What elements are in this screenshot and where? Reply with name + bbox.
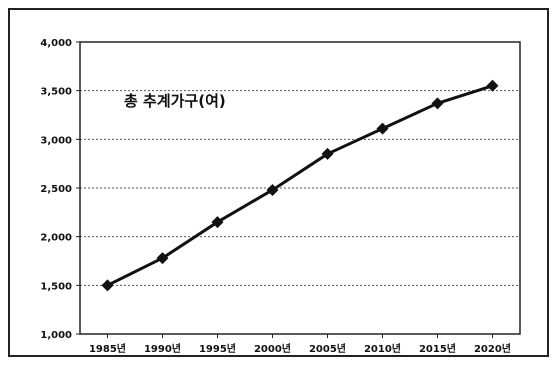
series-line	[106, 84, 493, 287]
y-axis-ticks: 1,000 1,500 2,000 2,500 3,000 3,500 4,000	[40, 38, 80, 341]
x-axis-ticks: 1985년 1990년 1995년 2000년 2005년 2010년 2015년 2020년	[89, 334, 511, 355]
x-tick-label: 1990년	[144, 342, 181, 355]
data-point	[431, 97, 444, 110]
data-point	[211, 216, 224, 229]
data-point	[486, 79, 499, 92]
data-point	[101, 279, 114, 292]
x-tick-label: 1985년	[89, 342, 126, 355]
x-tick-label: 2000년	[254, 342, 291, 355]
y-tick-label: 3,000	[40, 135, 72, 146]
y-tick-label: 2,000	[40, 233, 72, 244]
data-point	[321, 147, 334, 160]
x-tick-label: 2005년	[309, 342, 346, 355]
chart-frame: 1,000 1,500 2,000 2,500 3,000 3,500 4,000 1985…	[8, 8, 549, 357]
y-tick-label: 1,500	[40, 281, 72, 292]
x-tick-label: 2010년	[364, 342, 401, 355]
y-tick-label: 2,500	[40, 184, 72, 195]
x-tick-label: 2015년	[419, 342, 456, 355]
line-chart: 1,000 1,500 2,000 2,500 3,000 3,500 4,000 1985…	[40, 38, 521, 355]
data-point	[156, 252, 169, 265]
grid-lines	[80, 90, 520, 286]
x-tick-label: 1995년	[199, 342, 236, 355]
x-tick-label: 2020년	[474, 342, 511, 355]
y-tick-label: 4,000	[40, 38, 72, 49]
y-tick-label: 1,000	[40, 330, 72, 341]
data-point	[266, 183, 279, 196]
chart-annotation: 총 추계가구(여)	[124, 92, 226, 110]
data-points	[101, 79, 499, 292]
y-tick-label: 3,500	[40, 87, 72, 98]
data-point	[376, 122, 389, 135]
